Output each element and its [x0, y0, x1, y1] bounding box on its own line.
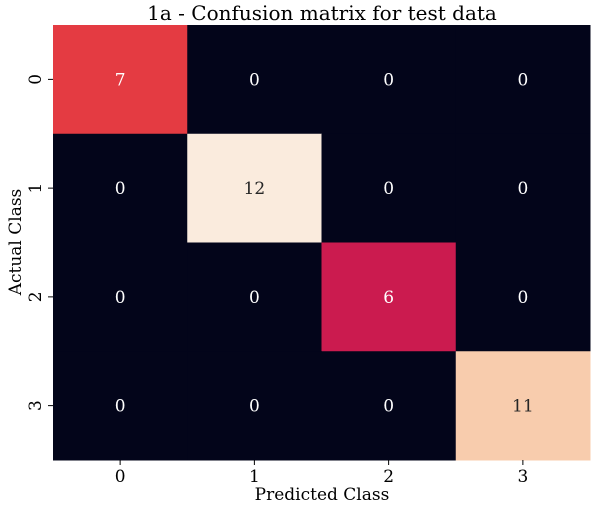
cell-value-3-0: 0 — [115, 397, 126, 417]
cell-value-1-3: 0 — [517, 179, 528, 199]
x-tick-label-2: 2 — [383, 467, 394, 487]
cell-value-3-1: 0 — [249, 397, 260, 417]
heatmap-cell-2-3 — [455, 242, 591, 352]
y-axis: 0 1 2 3 — [26, 74, 53, 411]
heatmap-grid: 7 0 0 0 0 12 0 0 0 0 6 0 0 0 0 11 — [53, 25, 591, 461]
y-tick-label-2: 2 — [26, 291, 46, 302]
cell-value-3-3: 11 — [512, 397, 534, 417]
cell-value-1-1: 12 — [244, 179, 266, 199]
cell-value-0-1: 0 — [249, 70, 260, 90]
y-tick-label-1: 1 — [26, 183, 46, 194]
heatmap-cell-1-3 — [455, 133, 591, 243]
x-tick-label-3: 3 — [517, 467, 528, 487]
heatmap-cell-1-0 — [53, 133, 188, 243]
cell-value-2-0: 0 — [115, 288, 126, 308]
heatmap-cell-3-3 — [455, 351, 591, 461]
heatmap-cell-3-1 — [187, 351, 322, 461]
heatmap-cell-3-2 — [321, 351, 457, 461]
chart-title: 1a - Confusion matrix for test data — [147, 1, 497, 25]
x-tick-label-1: 1 — [249, 467, 260, 487]
y-axis-label: Actual Class — [6, 189, 26, 297]
heatmap-cell-2-1 — [187, 242, 322, 352]
cell-value-0-0: 7 — [115, 70, 126, 90]
heatmap-cell-3-0 — [53, 351, 188, 461]
cell-value-2-2: 6 — [383, 288, 394, 308]
heatmap-cell-0-0 — [53, 25, 188, 135]
cell-value-3-2: 0 — [383, 397, 394, 417]
y-tick-label-3: 3 — [26, 400, 46, 411]
heatmap-cell-2-0 — [53, 242, 188, 352]
cell-value-2-3: 0 — [517, 288, 528, 308]
heatmap-cell-0-1 — [187, 25, 322, 135]
cell-value-0-2: 0 — [383, 70, 394, 90]
heatmap-cell-0-3 — [455, 25, 591, 135]
x-tick-label-0: 0 — [115, 467, 126, 487]
heatmap-cell-1-2 — [321, 133, 457, 243]
heatmap-cell-2-2 — [321, 242, 457, 352]
cell-value-2-1: 0 — [249, 288, 260, 308]
x-axis: 0 1 2 3 — [115, 460, 528, 487]
cell-value-1-0: 0 — [115, 179, 126, 199]
x-axis-label: Predicted Class — [255, 485, 390, 505]
heatmap-cell-1-1 — [187, 133, 322, 243]
heatmap-cell-0-2 — [321, 25, 457, 135]
y-tick-label-0: 0 — [26, 74, 46, 85]
cell-value-0-3: 0 — [517, 70, 528, 90]
cell-value-1-2: 0 — [383, 179, 394, 199]
